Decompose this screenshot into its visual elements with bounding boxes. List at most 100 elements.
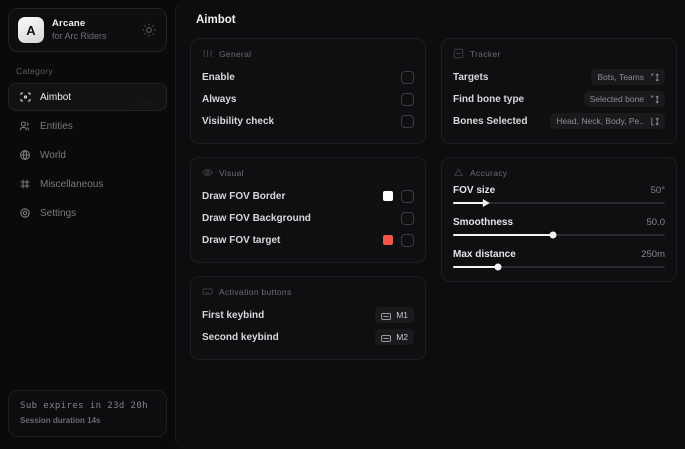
left-column: General Enable Always Visibility check: [190, 38, 426, 360]
checkbox-draw-fov-background[interactable]: [401, 211, 414, 225]
updown-icon: [651, 94, 659, 104]
keyboard-icon: [202, 286, 213, 297]
sidebar-item-label: Settings: [40, 207, 77, 219]
panel-title: Accuracy: [470, 167, 508, 178]
slider-label: Smoothness: [453, 217, 514, 228]
checkbox-visibility-check[interactable]: [401, 114, 414, 128]
dropdown-bones-selected[interactable]: Head, Neck, Body, Pe..: [550, 113, 665, 129]
row-second-keybind[interactable]: Second keybind M2: [202, 326, 414, 348]
row-bones-selected[interactable]: Bones Selected Head, Neck, Body, Pe..: [453, 110, 665, 132]
entities-icon: [19, 120, 31, 132]
panel-title: General: [219, 48, 252, 59]
color-swatch-fov-target[interactable]: [383, 235, 393, 245]
slider-value: 50°: [650, 185, 665, 196]
checkbox-enable[interactable]: [401, 70, 414, 84]
panel-title: Tracker: [470, 48, 501, 59]
panel-header: Accuracy: [453, 167, 665, 178]
row-label: Draw FOV target: [202, 234, 281, 246]
row-label: Targets: [453, 71, 489, 83]
panel-header: Tracker: [453, 48, 665, 59]
row-label: Always: [202, 93, 237, 105]
color-swatch-fov-border[interactable]: [383, 191, 393, 201]
row-label: Find bone type: [453, 93, 525, 105]
updown-icon: [651, 72, 659, 82]
gear-icon: [19, 207, 31, 219]
dropdown-value: Bots, Teams: [597, 72, 644, 82]
row-first-keybind[interactable]: First keybind M1: [202, 304, 414, 326]
keybind-first[interactable]: M1: [375, 307, 414, 323]
row-draw-fov-background[interactable]: Draw FOV Background: [202, 207, 414, 229]
sidebar-item-settings[interactable]: Settings: [8, 199, 167, 227]
panel-general: General Enable Always Visibility check: [190, 38, 426, 144]
slider-value: 50.0: [646, 217, 666, 228]
sidebar-item-miscellaneous[interactable]: Miscellaneous: [8, 170, 167, 198]
checkbox-always[interactable]: [401, 92, 414, 106]
keycap-icon: [381, 312, 392, 320]
row-label: Bones Selected: [453, 115, 528, 127]
sidebar-item-aimbot[interactable]: Aimbot aimbot: [8, 83, 167, 111]
panel-columns: General Enable Always Visibility check: [190, 38, 677, 360]
slider-max-distance[interactable]: Max distance 250m: [453, 249, 665, 271]
dropdown-targets[interactable]: Bots, Teams: [591, 69, 665, 85]
row-label: Second keybind: [202, 331, 279, 343]
brand-card: A Arcane for Arc Riders: [8, 8, 167, 52]
checkbox-draw-fov-border[interactable]: [401, 189, 414, 203]
slider-knob: [482, 199, 490, 207]
brand-badge: A: [18, 17, 44, 43]
keycap-icon: [381, 334, 392, 342]
panel-title: Visual: [219, 167, 244, 178]
checkbox-draw-fov-target[interactable]: [401, 233, 414, 247]
sidebar-item-label: Aimbot: [40, 91, 72, 103]
panel-accuracy: Accuracy FOV size 50°: [441, 157, 677, 282]
gear-icon[interactable]: [141, 22, 157, 38]
slider-smoothness[interactable]: Smoothness 50.0: [453, 217, 666, 239]
row-always[interactable]: Always: [202, 88, 414, 110]
slider-knob: [494, 263, 502, 271]
row-enable[interactable]: Enable: [202, 66, 414, 88]
subscription-status-card: Sub expires in 23d 20h Session duration …: [8, 390, 167, 437]
sidebar-spacer: [8, 227, 167, 390]
brand-subtitle: for Arc Riders: [52, 30, 107, 41]
category-label: Category: [16, 66, 53, 76]
slider-fov-size[interactable]: FOV size 50°: [453, 185, 665, 207]
panel-header: Activation buttons: [202, 286, 414, 297]
row-draw-fov-target[interactable]: Draw FOV target: [202, 229, 414, 251]
eye-icon: [202, 167, 213, 178]
dropdown-value: Head, Neck, Body, Pe..: [556, 116, 644, 126]
slider-track[interactable]: [453, 263, 665, 271]
row-targets[interactable]: Targets Bots, Teams: [453, 66, 665, 88]
brand-text: Arcane for Arc Riders: [52, 19, 133, 41]
slider-fill: [453, 266, 498, 268]
row-visibility-check[interactable]: Visibility check: [202, 110, 414, 132]
triangle-icon: [453, 167, 464, 178]
sidebar-item-ghost-text: aimbot: [132, 101, 156, 108]
slider-value: 250m: [641, 249, 665, 260]
panel-tracker: Tracker Targets Bots, Teams: [441, 38, 677, 144]
dropdown-find-bone-type[interactable]: Selected bone: [583, 91, 665, 107]
slider-knob: [549, 231, 557, 239]
sidebar-item-world[interactable]: World: [8, 141, 167, 169]
slider-fill: [453, 202, 487, 204]
target-box-icon: [453, 48, 464, 59]
slider-track[interactable]: [453, 199, 665, 207]
keybind-value: M2: [396, 332, 408, 342]
row-find-bone-type[interactable]: Find bone type Selected bone: [453, 88, 665, 110]
crosshair-icon: [19, 91, 31, 103]
globe-icon: [19, 149, 31, 161]
sidebar-item-entities[interactable]: Entities: [8, 112, 167, 140]
row-draw-fov-border[interactable]: Draw FOV Border: [202, 185, 414, 207]
keybind-second[interactable]: M2: [375, 329, 414, 345]
panel-header: General: [202, 48, 414, 59]
dropdown-value: Selected bone: [589, 94, 644, 104]
sidebar: A Arcane for Arc Riders Category: [0, 0, 175, 449]
slider-track[interactable]: [453, 231, 665, 239]
row-label: Draw FOV Background: [202, 212, 311, 224]
slider-fill: [453, 234, 553, 236]
sidebar-item-label: World: [40, 149, 66, 161]
sliders-icon: [202, 48, 213, 59]
panel-header: Visual: [202, 167, 414, 178]
page-title: Aimbot: [196, 14, 236, 26]
session-duration-text: Session duration 14s: [20, 416, 101, 425]
puzzle-icon: [19, 178, 31, 190]
brand-name: Arcane: [52, 18, 86, 29]
